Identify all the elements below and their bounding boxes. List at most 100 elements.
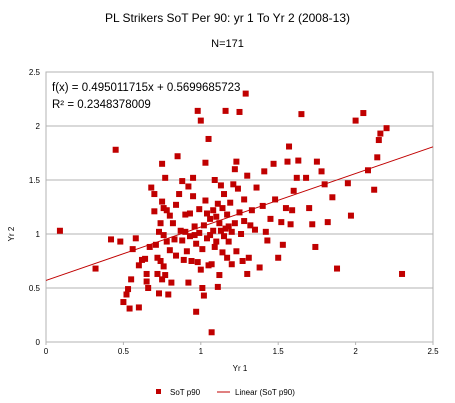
x-tick-label: 0.5	[118, 347, 130, 356]
data-point	[154, 270, 161, 277]
legend: SoT p90 Linear (SoT p90)	[156, 388, 295, 397]
x-tick-label: 2	[353, 347, 358, 356]
data-point	[186, 210, 193, 217]
data-point	[142, 255, 149, 262]
data-point	[190, 174, 197, 181]
data-point	[211, 243, 218, 250]
data-point	[108, 236, 115, 243]
data-point	[123, 291, 130, 298]
data-point	[112, 146, 119, 153]
data-point	[183, 248, 190, 255]
data-point	[312, 243, 319, 250]
data-point	[222, 107, 229, 114]
data-point	[245, 254, 252, 261]
data-point	[197, 266, 204, 273]
data-point	[236, 209, 243, 216]
data-point	[160, 232, 167, 239]
data-point	[138, 256, 145, 263]
data-point	[207, 232, 214, 239]
data-point	[210, 207, 217, 214]
data-point	[176, 191, 183, 198]
data-point	[120, 299, 127, 306]
data-point	[241, 218, 248, 225]
data-point	[180, 256, 187, 263]
data-point	[375, 137, 382, 144]
data-point	[159, 160, 166, 167]
data-point	[177, 227, 184, 234]
data-point	[154, 254, 161, 261]
data-point	[92, 265, 99, 272]
data-point	[200, 292, 207, 299]
data-point	[219, 249, 226, 256]
data-point	[145, 285, 152, 291]
data-point	[377, 130, 384, 137]
data-point	[221, 191, 228, 198]
data-point	[207, 215, 214, 222]
data-point	[264, 237, 271, 244]
data-point	[117, 238, 124, 245]
data-point	[251, 226, 258, 233]
y-axis-ticks: 0 0.5 1 1.5 2 2.5	[29, 68, 41, 347]
y-tick-label: 2	[36, 122, 41, 131]
data-point	[208, 329, 215, 336]
data-point	[156, 228, 163, 235]
data-point	[230, 181, 237, 188]
data-point	[224, 254, 231, 261]
data-point	[213, 238, 220, 245]
data-point	[234, 185, 241, 192]
linear-trendline	[45, 146, 434, 281]
data-point	[347, 212, 354, 219]
chart-title: PL Strikers SoT Per 90: yr 1 To Yr 2 (20…	[105, 11, 350, 25]
data-point	[275, 254, 282, 261]
data-point	[318, 168, 325, 175]
plot-area	[45, 71, 434, 343]
data-point	[221, 233, 228, 240]
data-point	[309, 221, 316, 228]
data-point	[205, 262, 212, 269]
data-point	[236, 108, 243, 115]
x-axis-ticks: 0 0.5 1 1.5 2 2.5	[44, 342, 439, 356]
data-point	[248, 207, 255, 214]
data-point	[241, 196, 248, 203]
data-point	[219, 205, 226, 212]
data-point	[125, 286, 132, 293]
data-point	[193, 308, 200, 315]
y-tick-label: 0	[36, 338, 41, 347]
data-point	[262, 228, 269, 235]
data-point	[168, 279, 175, 286]
data-point	[194, 107, 201, 114]
data-point	[143, 278, 150, 285]
data-point	[157, 220, 164, 227]
data-point	[233, 158, 240, 165]
data-point	[224, 211, 231, 218]
data-point	[334, 265, 341, 272]
data-point	[242, 90, 249, 97]
data-point	[267, 215, 274, 222]
data-point	[228, 261, 235, 268]
data-point	[231, 166, 238, 173]
data-point	[143, 270, 150, 277]
data-point	[200, 222, 207, 229]
data-point	[159, 198, 166, 205]
data-point	[210, 227, 217, 234]
data-point	[313, 158, 320, 165]
trendline-equation: f(x) = 0.495011715x + 0.5699685723	[52, 82, 240, 94]
data-point	[293, 174, 300, 181]
data-point	[217, 227, 224, 234]
data-point	[146, 243, 153, 250]
data-point	[191, 232, 198, 239]
x-tick-label: 2.5	[427, 347, 439, 356]
data-point	[272, 196, 279, 203]
y-tick-label: 2.5	[29, 68, 41, 77]
data-point	[179, 178, 186, 185]
x-tick-label: 1	[199, 347, 204, 356]
data-point	[203, 210, 210, 217]
data-point	[352, 117, 359, 124]
data-point	[135, 262, 142, 269]
data-point	[132, 235, 139, 242]
y-tick-label: 0.5	[29, 284, 41, 293]
data-point	[247, 222, 254, 229]
data-point	[163, 238, 170, 245]
data-point	[231, 220, 238, 227]
data-point	[196, 206, 203, 213]
